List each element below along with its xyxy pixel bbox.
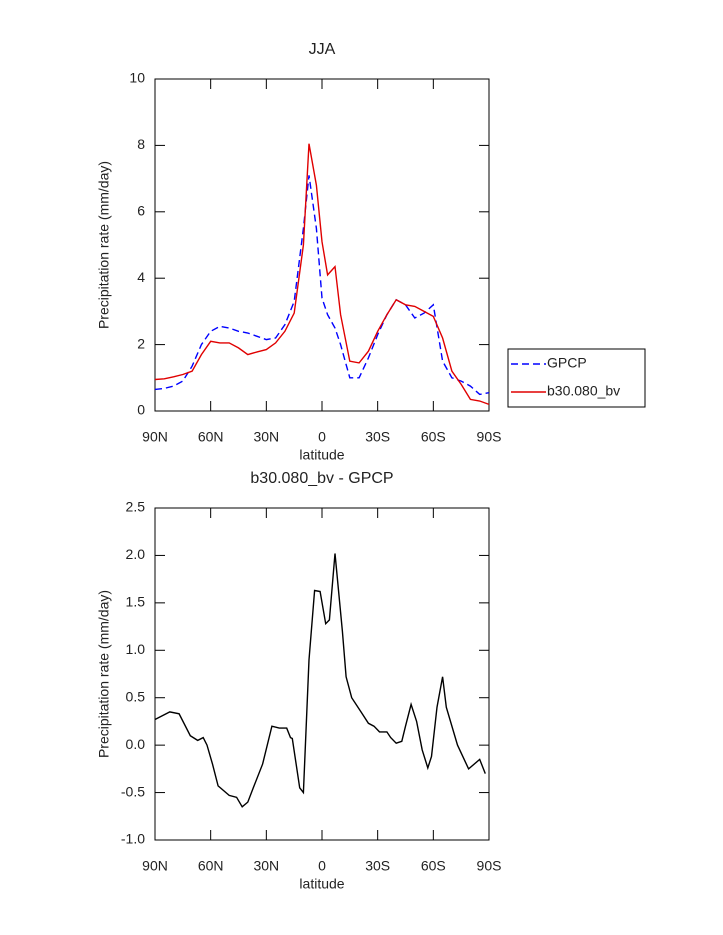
chart-title: b30.080_bv - GPCP [250, 470, 393, 487]
y-tick-label: 0.0 [126, 736, 146, 752]
y-tick-label: 2.0 [126, 546, 146, 562]
plot-frame [154, 507, 490, 841]
x-axis-label: latitude [299, 447, 344, 463]
x-tick-label: 30N [253, 858, 279, 874]
y-axis-label: Precipitation rate (mm/day) [96, 590, 112, 758]
y-tick-label: 10 [129, 70, 145, 86]
x-tick-label: 90N [142, 429, 168, 445]
x-tick-label: 90S [477, 429, 502, 445]
x-tick-label: 0 [318, 429, 326, 445]
data-line [154, 143, 490, 406]
y-tick-label: 1.0 [126, 641, 146, 657]
legend-box [507, 348, 646, 408]
y-tick-label: 2.5 [126, 499, 146, 515]
x-tick-label: 60S [421, 429, 446, 445]
y-tick-label: 2 [137, 335, 145, 351]
x-tick-label: 30S [365, 858, 390, 874]
y-tick-label: 0.5 [126, 688, 146, 704]
x-tick-label: 60N [198, 429, 224, 445]
legend-label: GPCP [547, 355, 587, 371]
x-tick-label: 30N [253, 429, 279, 445]
data-line [154, 175, 490, 396]
x-tick-label: 60N [198, 858, 224, 874]
legend-label: b30.080_bv [547, 383, 620, 399]
y-tick-label: -1.0 [121, 831, 145, 847]
y-axis-label: Precipitation rate (mm/day) [96, 161, 112, 329]
x-tick-label: 30S [365, 429, 390, 445]
y-tick-label: -0.5 [121, 783, 145, 799]
x-tick-label: 90S [477, 858, 502, 874]
data-line [154, 553, 486, 808]
x-tick-label: 0 [318, 858, 326, 874]
y-tick-label: 0 [137, 402, 145, 418]
x-axis-label: latitude [299, 876, 344, 892]
y-tick-label: 8 [137, 136, 145, 152]
y-tick-label: 1.5 [126, 594, 146, 610]
y-tick-label: 4 [137, 269, 145, 285]
x-tick-label: 60S [421, 858, 446, 874]
x-tick-label: 90N [142, 858, 168, 874]
y-tick-label: 6 [137, 203, 145, 219]
chart-title: JJA [309, 41, 336, 58]
